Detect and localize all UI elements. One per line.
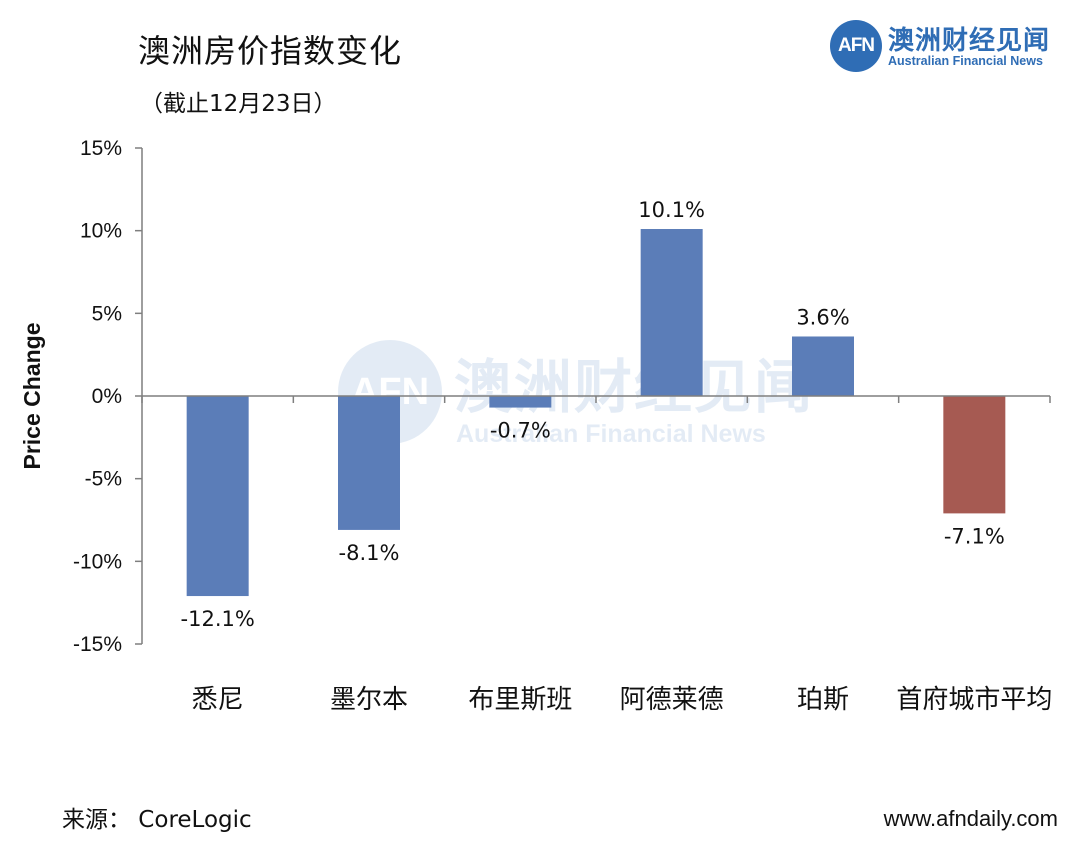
- y-axis-label: Price Change: [19, 323, 45, 470]
- data-label: 3.6%: [796, 305, 849, 329]
- chart-subtitle: （截止12月23日）: [140, 91, 337, 117]
- x-category-label: 布里斯班: [468, 685, 572, 715]
- y-tick-label: 5%: [92, 302, 122, 325]
- afn-logo-icon: AFN: [830, 20, 882, 72]
- afn-logo[interactable]: AFN 澳洲财经见闻 Australian Financial News: [830, 20, 1060, 74]
- data-label: -7.1%: [944, 524, 1005, 548]
- bar: [338, 396, 400, 530]
- x-category-label: 首府城市平均: [896, 685, 1052, 715]
- website-link[interactable]: www.afndaily.com: [883, 806, 1058, 831]
- chart-title: 澳洲房价指数变化: [138, 32, 403, 70]
- source-note: 来源： CoreLogic: [62, 807, 252, 833]
- x-category-label: 墨尔本: [330, 685, 408, 715]
- logo-name-cn: 澳洲财经见闻: [888, 26, 1051, 56]
- y-tick-label: 15%: [80, 137, 122, 160]
- bar: [943, 396, 1006, 514]
- data-label: -0.7%: [490, 419, 551, 443]
- y-tick-label: -10%: [73, 550, 122, 573]
- x-category-label: 珀斯: [797, 685, 849, 715]
- bar: [186, 396, 249, 597]
- data-label: -8.1%: [339, 541, 400, 565]
- data-label: -12.1%: [181, 607, 255, 631]
- bar: [640, 229, 703, 396]
- y-tick-label: 0%: [92, 385, 122, 408]
- data-label: 10.1%: [638, 198, 705, 222]
- y-tick-label: -15%: [73, 633, 122, 656]
- bar: [792, 336, 854, 396]
- x-category-label: 阿德莱德: [620, 685, 724, 715]
- logo-name-en: Australian Financial News: [888, 54, 1043, 68]
- x-category-label: 悉尼: [192, 685, 244, 715]
- y-tick-label: 10%: [80, 220, 122, 243]
- y-tick-label: -5%: [85, 468, 122, 491]
- bar: [489, 396, 552, 408]
